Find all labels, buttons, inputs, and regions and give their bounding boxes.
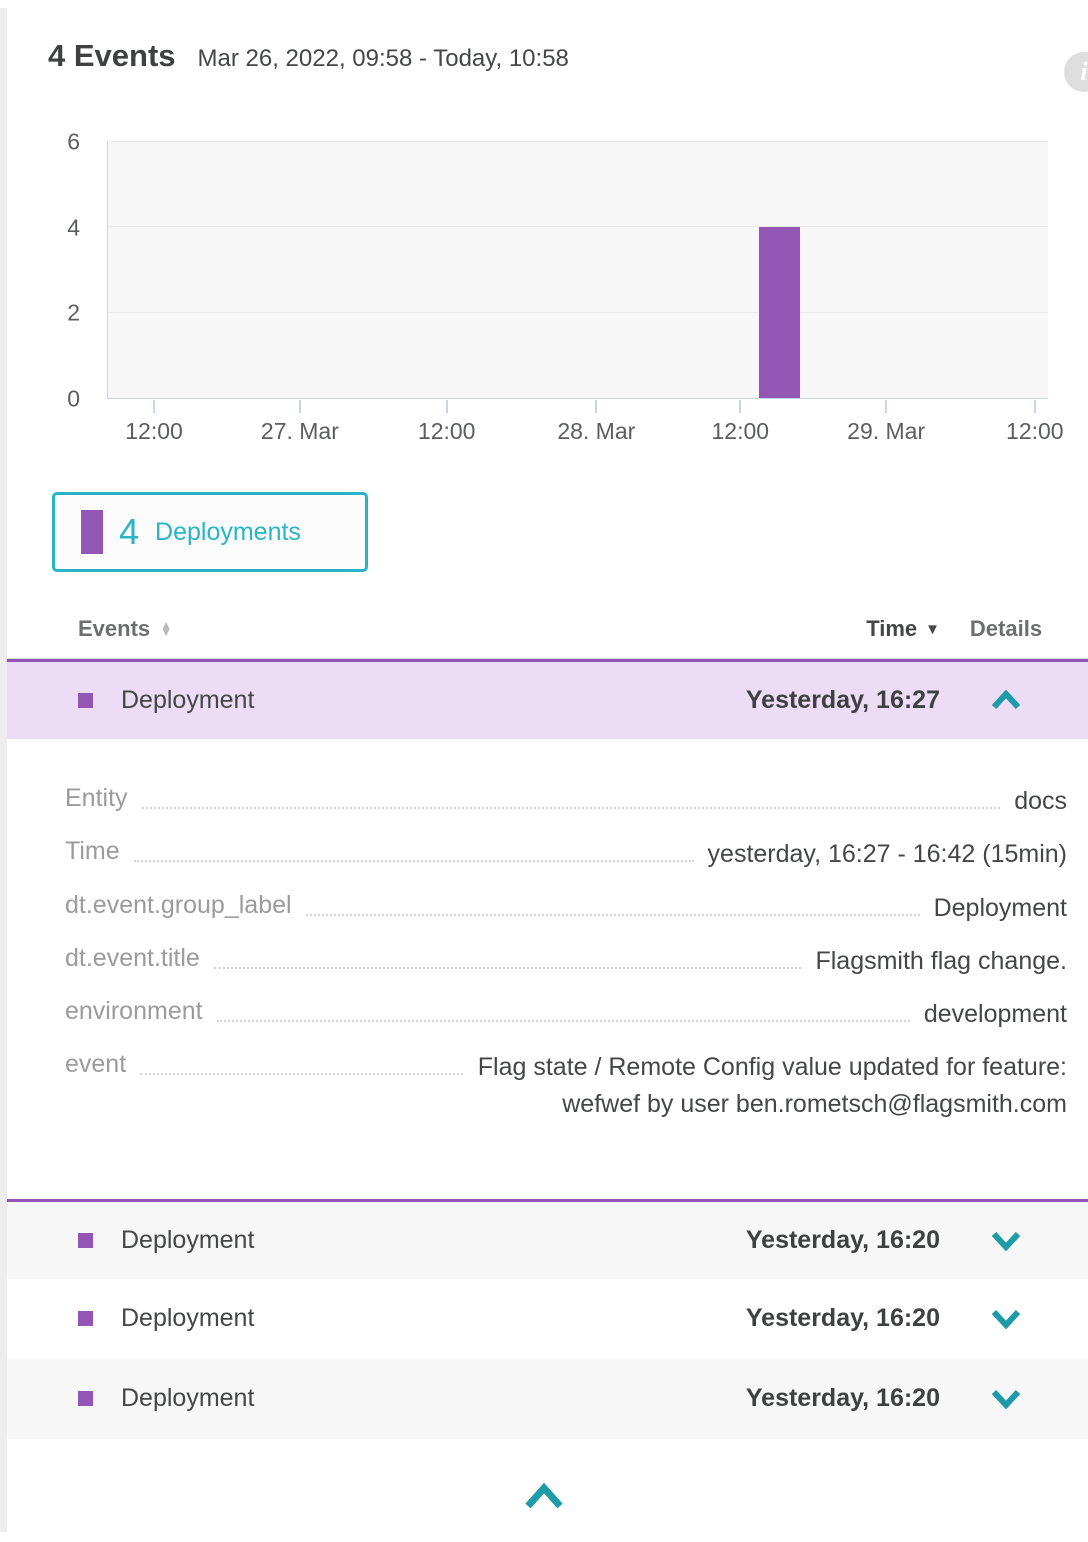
leader-line: [133, 836, 694, 863]
x-axis-tick-label: 29. Mar: [847, 418, 926, 444]
event-type-label: Deployment: [121, 1225, 255, 1254]
event-details-panel: Entity docs Time yesterday, 16:27 - 16:4…: [0, 739, 1088, 1199]
y-axis-tick-label: 4: [67, 214, 80, 241]
table-row[interactable]: Deployment Yesterday, 16:20: [0, 1278, 1088, 1359]
detail-field: dt.event.group_label Deployment: [65, 890, 1067, 926]
chevron-up-icon: [525, 1482, 563, 1509]
x-axis-tick-label: 12:00: [711, 418, 770, 444]
legend-deployments-button[interactable]: 4 Deployments: [52, 492, 368, 572]
detail-label: dt.event.group_label: [65, 890, 292, 919]
column-header-events[interactable]: Events ▲ ▼: [78, 616, 866, 642]
table-row[interactable]: Deployment Yesterday, 16:20: [0, 1198, 1088, 1279]
deployment-marker-icon: [78, 1232, 93, 1248]
sort-icon: ▲ ▼: [160, 618, 173, 639]
detail-field: Entity docs: [65, 783, 1067, 819]
chart-y-axis: 0 2 4 6: [0, 129, 88, 412]
x-axis-tick: [153, 400, 156, 413]
detail-value: docs: [1014, 787, 1067, 815]
x-axis-tick: [739, 400, 742, 413]
event-time-label: Yesterday, 16:20: [745, 1304, 940, 1333]
detail-label: Entity: [65, 784, 128, 812]
chevron-down-icon[interactable]: [940, 1230, 1072, 1251]
collapse-panel-button[interactable]: [519, 1479, 569, 1518]
x-axis-tick-label: 12:00: [417, 418, 476, 444]
detail-field: Time yesterday, 16:27 - 16:42 (15min): [65, 836, 1067, 872]
detail-value: Flag state / Remote Config value updated…: [477, 1053, 1067, 1118]
page-edge-strip: [0, 8, 7, 1532]
y-axis-tick-label: 2: [67, 299, 80, 326]
event-time-label: Yesterday, 16:27: [745, 686, 940, 714]
column-header-details: Details: [969, 616, 1043, 641]
events-header-label: Events: [78, 616, 151, 641]
event-time-label: Yesterday, 16:20: [745, 1225, 940, 1254]
event-type-label: Deployment: [121, 1304, 255, 1333]
leader-line: [305, 890, 920, 916]
detail-label: Time: [65, 837, 120, 866]
y-axis-tick-label: 0: [67, 385, 80, 412]
detail-value: yesterday, 16:27 - 16:42 (15min): [707, 840, 1067, 869]
deployments-swatch: [81, 510, 103, 554]
deployments-label: Deployments: [155, 517, 301, 546]
chevron-up-icon[interactable]: [940, 690, 1072, 711]
x-axis-tick-label: 27. Mar: [260, 418, 339, 444]
gridline: [108, 226, 1048, 228]
timeframe-label: Mar 26, 2022, 09:58 - Today, 10:58: [197, 45, 569, 72]
column-header-time[interactable]: Time ▼: [866, 616, 940, 642]
deployments-bar[interactable]: [759, 227, 801, 398]
leader-line: [141, 783, 1001, 809]
x-axis-tick: [298, 400, 301, 413]
deployment-marker-icon: [78, 1311, 93, 1327]
chart-plot-area[interactable]: [107, 141, 1048, 399]
chevron-down-icon[interactable]: [940, 1308, 1072, 1330]
y-axis-tick-label: 6: [67, 128, 80, 155]
time-header-label: Time: [866, 616, 918, 641]
table-header-row: Events ▲ ▼ Time ▼ Details: [0, 616, 1088, 659]
x-axis-tick: [595, 400, 598, 413]
table-row[interactable]: Deployment Yesterday, 16:20: [0, 1358, 1088, 1439]
detail-field: event Flag state / Remote Config value u…: [65, 1049, 1067, 1122]
gridline: [108, 311, 1048, 313]
detail-value: development: [923, 1000, 1067, 1028]
table-row[interactable]: Deployment Yesterday, 16:27: [0, 659, 1088, 739]
event-type-label: Deployment: [121, 1384, 255, 1413]
detail-label: event: [65, 1050, 127, 1079]
deployments-count: 4: [119, 511, 140, 552]
leader-line: [216, 996, 910, 1022]
deployment-marker-icon: [78, 693, 93, 708]
x-axis-tick: [885, 400, 888, 413]
leader-line: [140, 1049, 463, 1076]
chevron-down-icon[interactable]: [940, 1388, 1072, 1410]
x-axis-tick-label: 28. Mar: [557, 418, 636, 444]
leader-line: [213, 943, 802, 969]
x-axis-tick: [445, 400, 448, 413]
header: 4 Events Mar 26, 2022, 09:58 - Today, 10…: [0, 0, 1088, 74]
detail-value: Flagsmith flag change.: [815, 946, 1067, 975]
gridline: [108, 141, 1048, 142]
page-title: 4 Events: [48, 38, 176, 73]
event-type-label: Deployment: [121, 686, 255, 714]
sort-desc-icon: ▼: [925, 620, 940, 638]
x-axis-tick-label: 12:00: [1006, 418, 1064, 444]
deployment-marker-icon: [78, 1391, 93, 1407]
event-time-label: Yesterday, 16:20: [745, 1384, 940, 1413]
detail-field: environment development: [65, 996, 1067, 1032]
x-axis-tick-label: 12:00: [125, 418, 183, 444]
events-table: Events ▲ ▼ Time ▼ Details Deployment Yest…: [0, 616, 1088, 1439]
detail-label: environment: [65, 997, 203, 1025]
x-axis-tick: [1033, 400, 1036, 413]
events-timeline-chart: 0 2 4 6 12:00 27. Mar 12:00 28. Mar 12:00 29. Ma…: [0, 129, 1088, 452]
detail-field: dt.event.title Flagsmith flag change.: [65, 943, 1067, 979]
detail-value: Deployment: [933, 893, 1067, 922]
detail-label: dt.event.title: [65, 943, 200, 972]
